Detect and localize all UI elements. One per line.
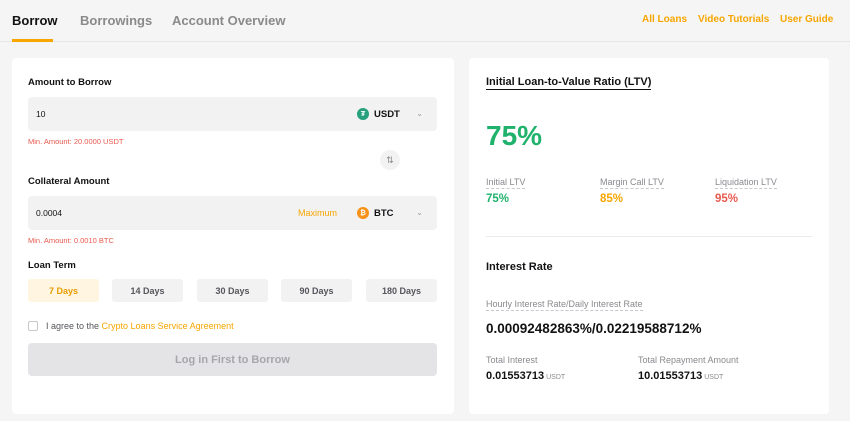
agreement-checkbox[interactable] <box>28 321 38 331</box>
tether-coin-icon: ₮ <box>357 108 369 120</box>
divider <box>486 236 812 237</box>
agreement-row: I agree to the Crypto Loans Service Agre… <box>28 321 234 331</box>
amount-input[interactable]: 10 <box>36 109 46 119</box>
bitcoin-coin-icon: ₿ <box>357 207 369 219</box>
total-interest-label: Total Interest <box>486 355 538 365</box>
loan-term-label: Loan Term <box>28 260 76 271</box>
tab-borrow[interactable]: Borrow <box>12 13 58 28</box>
amount-to-borrow-label: Amount to Borrow <box>28 77 112 88</box>
borrow-coin-selector[interactable]: ₮ USDT <box>357 108 400 120</box>
user-guide-link[interactable]: User Guide <box>780 14 834 25</box>
swap-arrows-icon[interactable]: ⇅ <box>380 150 400 170</box>
liquidation-ltv-label[interactable]: Liquidation LTV <box>715 177 777 189</box>
term-7-days[interactable]: 7 Days <box>28 279 99 302</box>
interest-rate-value: 0.00092482863%/0.02219588712% <box>486 321 702 336</box>
total-interest-unit: USDT <box>546 374 566 381</box>
amount-error: Min. Amount: 20.0000 USDT <box>28 137 124 146</box>
ltv-panel: Initial Loan-to-Value Ratio (LTV) 75% In… <box>469 58 829 414</box>
interest-rate-label[interactable]: Hourly Interest Rate/Daily Interest Rate <box>486 299 643 311</box>
liquidation-ltv-stat: Liquidation LTV 95% <box>715 177 777 205</box>
maximum-button[interactable]: Maximum <box>298 208 338 218</box>
collateral-amount-field[interactable]: 0.0004 Maximum ₿ BTC ⌄ <box>28 196 437 230</box>
initial-ltv-stat: Initial LTV 75% <box>486 177 526 205</box>
total-interest: Total Interest 0.01553713 USDT <box>486 355 565 382</box>
term-90-days[interactable]: 90 Days <box>281 279 352 302</box>
margin-call-ltv-label[interactable]: Margin Call LTV <box>600 177 664 189</box>
initial-ltv-big: 75% <box>486 120 543 151</box>
video-tutorials-link[interactable]: Video Tutorials <box>698 14 770 25</box>
borrow-coin-label: USDT <box>374 108 400 120</box>
total-interest-value: 0.01553713 <box>486 370 545 382</box>
tab-borrowings[interactable]: Borrowings <box>80 13 153 28</box>
collateral-error: Min. Amount: 0.0010 BTC <box>28 236 114 245</box>
active-tab-indicator <box>12 39 53 42</box>
collateral-amount-label: Collateral Amount <box>28 176 110 187</box>
total-repayment: Total Repayment Amount 10.01553713 USDT <box>638 355 739 382</box>
term-14-days[interactable]: 14 Days <box>112 279 183 302</box>
chevron-down-icon[interactable]: ⌄ <box>416 208 423 217</box>
total-repayment-label: Total Repayment Amount <box>638 355 739 365</box>
agreement-text: I agree to the <box>46 321 102 331</box>
all-loans-link[interactable]: All Loans <box>642 14 688 25</box>
margin-call-ltv-value: 85% <box>600 193 624 205</box>
amount-to-borrow-field[interactable]: 10 ₮ USDT ⌄ <box>28 97 437 131</box>
initial-ltv-value: 75% <box>486 193 510 205</box>
service-agreement-link[interactable]: Crypto Loans Service Agreement <box>101 321 234 331</box>
borrow-submit-button[interactable]: Log in First to Borrow <box>28 343 437 376</box>
ltv-title[interactable]: Initial Loan-to-Value Ratio (LTV) <box>486 76 652 90</box>
collateral-input[interactable]: 0.0004 <box>36 208 62 218</box>
collateral-coin-label: BTC <box>374 207 394 219</box>
chevron-down-icon[interactable]: ⌄ <box>416 109 423 118</box>
initial-ltv-label[interactable]: Initial LTV <box>486 177 526 189</box>
total-repayment-unit: USDT <box>704 374 724 381</box>
margin-call-ltv-stat: Margin Call LTV 85% <box>600 177 664 205</box>
tab-account-overview[interactable]: Account Overview <box>172 13 286 28</box>
term-180-days[interactable]: 180 Days <box>366 279 437 302</box>
total-repayment-value: 10.01553713 <box>638 370 703 382</box>
liquidation-ltv-value: 95% <box>715 193 739 205</box>
interest-rate-title: Interest Rate <box>486 261 553 273</box>
collateral-coin-selector[interactable]: ₿ BTC <box>357 207 394 219</box>
top-nav: Borrow Borrowings Account Overview All L… <box>0 0 850 42</box>
term-30-days[interactable]: 30 Days <box>197 279 268 302</box>
borrow-panel: Amount to Borrow 10 ₮ USDT ⌄ Min. Amount… <box>12 58 454 414</box>
loan-term-options: 7 Days 14 Days 30 Days 90 Days 180 Days <box>28 279 437 302</box>
